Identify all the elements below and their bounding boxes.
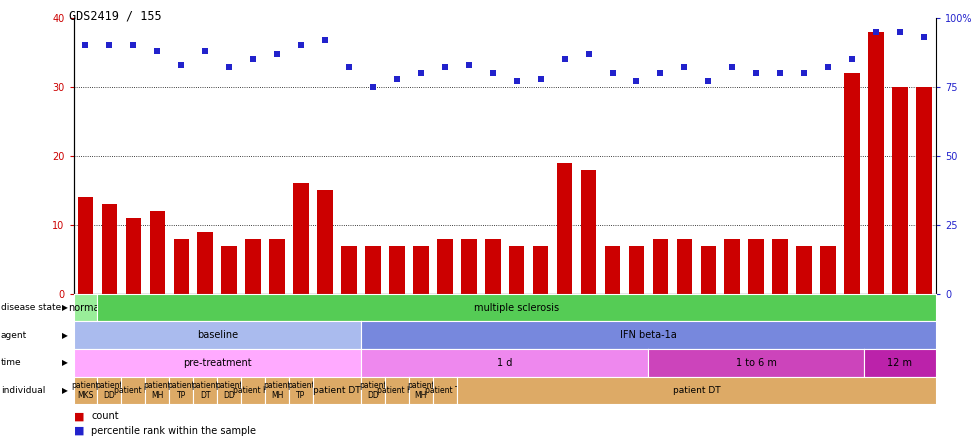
Text: patient DT: patient DT [314, 386, 361, 395]
Bar [749, 239, 764, 294]
Bar [150, 211, 165, 294]
Bar [844, 73, 859, 294]
Text: GDS2419 / 155: GDS2419 / 155 [69, 10, 162, 23]
Text: percentile rank within the sample: percentile rank within the sample [91, 426, 256, 436]
Text: IFN beta-1a: IFN beta-1a [620, 330, 677, 340]
Bar [125, 218, 141, 294]
Bar [868, 32, 884, 294]
Text: patient
MH: patient MH [143, 381, 171, 400]
Text: patient
DD: patient DD [216, 381, 243, 400]
Text: patient
TP: patient TP [287, 381, 315, 400]
Bar [653, 239, 668, 294]
Text: multiple sclerosis: multiple sclerosis [474, 303, 560, 313]
Text: patient KF: patient KF [114, 386, 153, 395]
Text: patient
TP: patient TP [168, 381, 195, 400]
Bar [173, 239, 189, 294]
Text: patient KF: patient KF [233, 386, 272, 395]
Text: baseline: baseline [197, 330, 238, 340]
Text: ▶: ▶ [62, 386, 68, 395]
Text: count: count [91, 412, 119, 421]
Text: ■: ■ [74, 412, 84, 421]
Text: 1 to 6 m: 1 to 6 m [736, 358, 777, 368]
Text: patient
MH: patient MH [264, 381, 291, 400]
Bar [437, 239, 453, 294]
Bar [797, 246, 811, 294]
Bar [557, 163, 572, 294]
Bar [772, 239, 788, 294]
Bar [628, 246, 644, 294]
Text: ▶: ▶ [62, 331, 68, 340]
Bar [341, 246, 357, 294]
Bar [581, 170, 596, 294]
Bar [221, 246, 237, 294]
Bar [102, 204, 118, 294]
Text: time: time [1, 358, 22, 367]
Text: 1 d: 1 d [497, 358, 513, 368]
Bar [701, 246, 716, 294]
Text: disease state: disease state [1, 303, 61, 312]
Text: patient
MH: patient MH [407, 381, 435, 400]
Text: patient TP: patient TP [425, 386, 465, 395]
Bar [245, 239, 261, 294]
Bar [366, 246, 380, 294]
Text: patient
DD: patient DD [96, 381, 123, 400]
Bar [461, 239, 476, 294]
Bar [916, 87, 932, 294]
Text: normal: normal [69, 303, 103, 313]
Bar [197, 232, 213, 294]
Text: ■: ■ [74, 426, 84, 436]
Text: patient
DT: patient DT [191, 381, 220, 400]
Bar [509, 246, 524, 294]
Text: pre-treatment: pre-treatment [183, 358, 252, 368]
Text: ▶: ▶ [62, 358, 68, 367]
Bar [892, 87, 907, 294]
Bar [413, 246, 428, 294]
Text: patient
DD: patient DD [359, 381, 387, 400]
Bar [676, 239, 692, 294]
Bar [533, 246, 549, 294]
Text: patient KF: patient KF [377, 386, 416, 395]
Text: agent: agent [1, 331, 27, 340]
Bar [389, 246, 405, 294]
Bar [270, 239, 285, 294]
Text: ▶: ▶ [62, 303, 68, 312]
Bar [293, 183, 309, 294]
Text: individual: individual [1, 386, 45, 395]
Bar [724, 239, 740, 294]
Text: patient
MKS: patient MKS [72, 381, 99, 400]
Bar [77, 197, 93, 294]
Bar [318, 190, 333, 294]
Bar [605, 246, 620, 294]
Bar [485, 239, 501, 294]
Text: patient DT: patient DT [672, 386, 720, 395]
Text: 12 m: 12 m [888, 358, 912, 368]
Bar [820, 246, 836, 294]
